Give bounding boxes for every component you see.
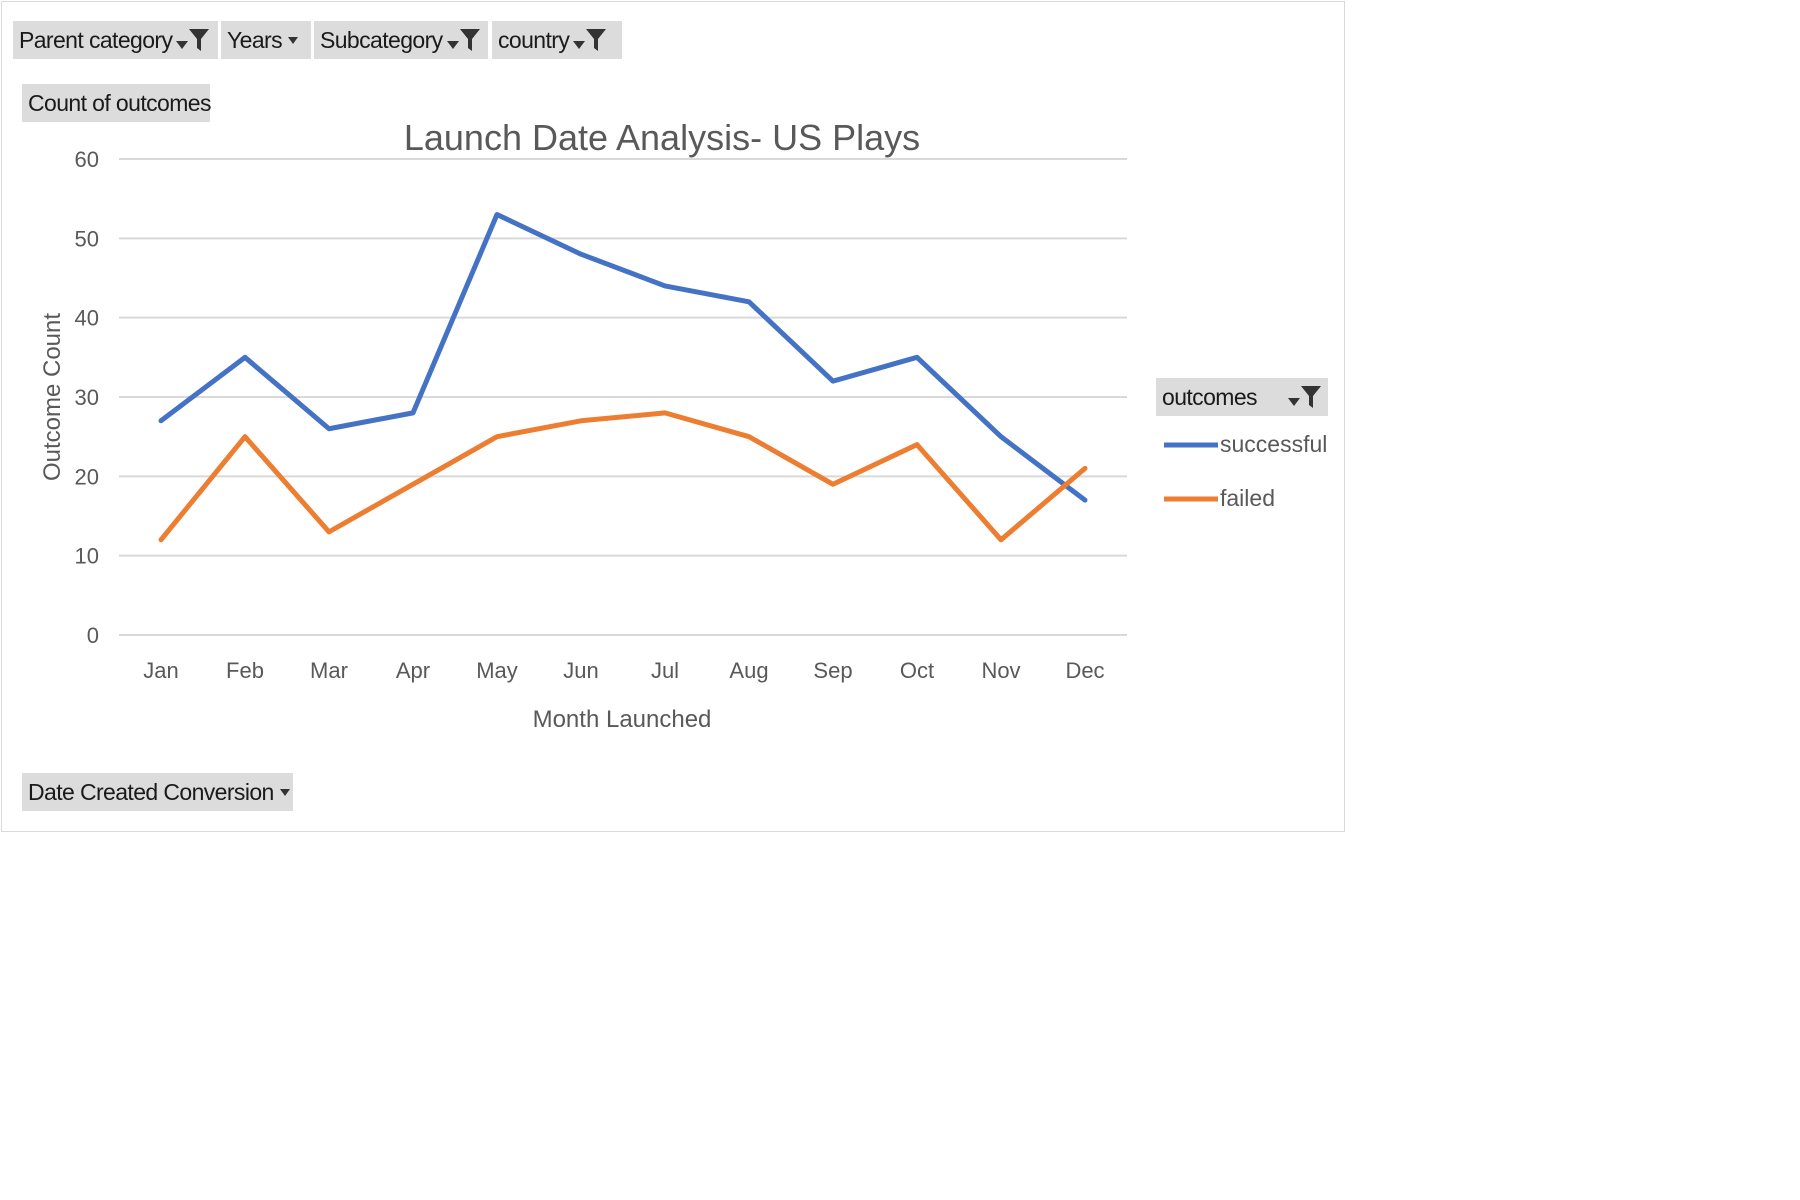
- y-axis-title: Outcome Count: [39, 313, 66, 481]
- country-filter-button[interactable]: country: [492, 21, 622, 59]
- y-tick-label: 50: [75, 226, 99, 251]
- dropdown-arrow-icon: [279, 788, 290, 796]
- x-tick-label: Feb: [226, 658, 264, 683]
- y-tick-label: 30: [75, 385, 99, 410]
- axis-field-button[interactable]: Date Created Conversion: [22, 773, 293, 811]
- x-axis-ticks: Jan Feb Mar Apr May Jun Jul Aug Sep Oct Nov Dec: [143, 658, 1104, 683]
- x-tick-label: Apr: [396, 658, 430, 683]
- subcategory-filter-button[interactable]: Subcategory: [314, 21, 488, 59]
- gridlines: [119, 158, 1127, 636]
- subcategory-label: Subcategory: [320, 26, 443, 53]
- line-chart: Launch Date Analysis- US Plays 0 10 20 30 40…: [39, 117, 1327, 733]
- x-tick-label: May: [476, 658, 518, 683]
- x-tick-label: Dec: [1065, 658, 1104, 683]
- y-tick-label: 0: [87, 623, 99, 648]
- y-tick-label: 60: [75, 147, 99, 172]
- x-axis-title: Month Launched: [533, 706, 712, 733]
- filter-funnel-icon: [176, 27, 210, 53]
- x-tick-label: Jul: [651, 658, 679, 683]
- y-axis-ticks: 0 10 20 30 40 50 60: [75, 147, 99, 648]
- y-tick-label: 40: [75, 306, 99, 331]
- series-line-successful: [158, 212, 1088, 503]
- legend: successful failed: [1164, 431, 1327, 511]
- values-field-label: Count of outcomes: [28, 89, 211, 116]
- series-lines: [158, 212, 1088, 543]
- pivot-chart-frame: Launch Date Analysis- US Plays 0 10 20 30 40…: [1, 1, 1345, 832]
- x-tick-label: Jan: [143, 658, 178, 683]
- parent-category-label: Parent category: [19, 26, 173, 53]
- x-tick-label: Jun: [563, 658, 598, 683]
- y-tick-label: 20: [75, 464, 99, 489]
- chart-title: Launch Date Analysis- US Plays: [404, 117, 920, 158]
- x-tick-label: Nov: [981, 658, 1020, 683]
- x-tick-label: Aug: [729, 658, 768, 683]
- x-tick-label: Sep: [813, 658, 852, 683]
- country-label: country: [498, 26, 570, 53]
- x-tick-label: Oct: [900, 658, 934, 683]
- x-tick-label: Mar: [310, 658, 348, 683]
- years-filter-button[interactable]: Years: [221, 21, 311, 59]
- values-field-button[interactable]: Count of outcomes: [22, 84, 211, 122]
- legend-label-failed: failed: [1220, 485, 1275, 511]
- axis-field-label: Date Created Conversion: [28, 778, 274, 805]
- y-tick-label: 10: [75, 544, 99, 569]
- filter-funnel-icon: [1288, 384, 1322, 410]
- filter-funnel-icon: [573, 27, 607, 53]
- dropdown-arrow-icon: [287, 36, 298, 44]
- legend-field-button[interactable]: outcomes: [1156, 378, 1328, 416]
- parent-category-filter-button[interactable]: Parent category: [13, 21, 218, 59]
- legend-label-successful: successful: [1220, 431, 1327, 457]
- filter-funnel-icon: [446, 27, 481, 53]
- series-line-failed: [158, 410, 1088, 543]
- legend-field-label: outcomes: [1162, 383, 1258, 410]
- years-label: Years: [227, 26, 283, 53]
